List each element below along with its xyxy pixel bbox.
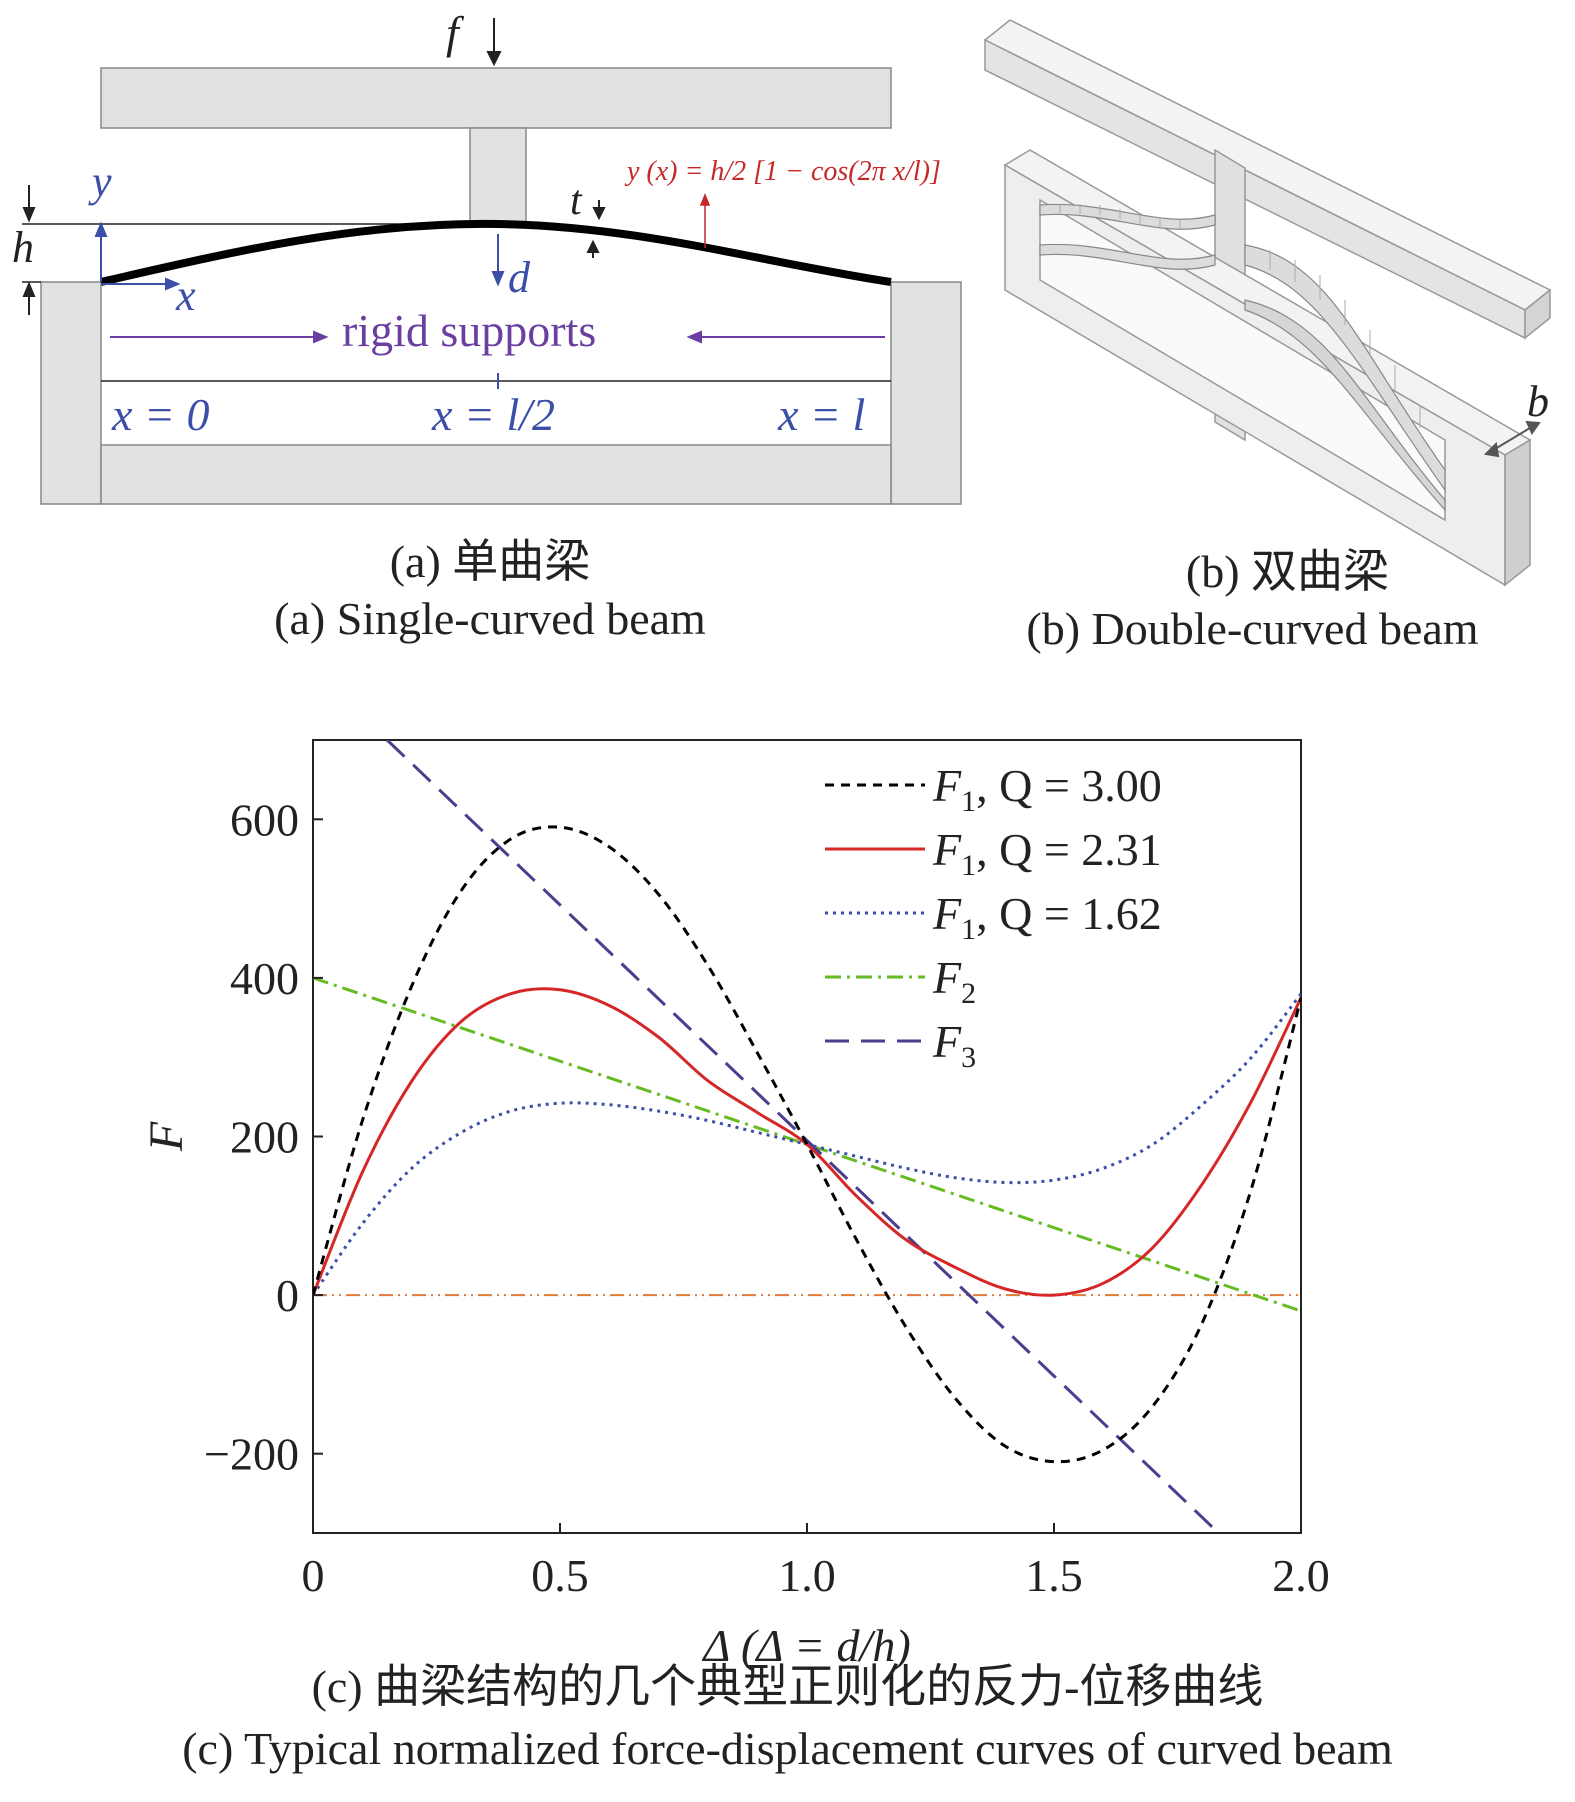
h-label: h — [12, 223, 34, 272]
legend-entry-1: F1, Q = 2.31 — [932, 824, 1162, 882]
caption-b-en: (b) Double-curved beam — [1026, 603, 1479, 654]
y-tick-label: 0 — [276, 1270, 299, 1321]
d-label: d — [508, 253, 531, 302]
caption-c-cn: (c) 曲梁结构的几个典型正则化的反力-位移曲线 — [311, 1661, 1264, 1712]
x-tick-label: 1.0 — [778, 1550, 836, 1601]
legend-entry-3: F2 — [932, 952, 976, 1010]
xl-label: x = l — [777, 389, 865, 440]
b-label: b — [1527, 377, 1549, 426]
x-axis-label: x — [175, 271, 196, 320]
supports-label: rigid supports — [342, 305, 596, 356]
y-tick-label: −200 — [204, 1429, 299, 1480]
top-plate — [100, 67, 892, 129]
x-tick-label: 0.5 — [531, 1550, 589, 1601]
x-tick-label: 2.0 — [1272, 1550, 1330, 1601]
xmid-label: x = l/2 — [431, 389, 555, 440]
y-tick-label: 400 — [230, 953, 299, 1004]
x0-label: x = 0 — [111, 389, 209, 440]
caption-c-en: (c) Typical normalized force-displacemen… — [182, 1723, 1393, 1774]
caption-a-cn: (a) 单曲梁 — [389, 536, 591, 587]
series-line-3 — [313, 976, 1301, 1313]
caption-a-en: (a) Single-curved beam — [274, 593, 706, 644]
legend-entry-4: F3 — [932, 1016, 976, 1074]
base-plate — [100, 444, 892, 505]
curved-beam — [100, 219, 892, 286]
x-tick-label: 1.5 — [1025, 1550, 1083, 1601]
stem — [469, 127, 527, 227]
series-line-4 — [386, 740, 1221, 1533]
legend-entry-0: F1, Q = 3.00 — [932, 760, 1162, 818]
y-tick-label: 200 — [230, 1112, 299, 1163]
beam-equation: y (x) = h/2 [1 − cos(2π x/l)] — [624, 156, 941, 187]
y-axis-label: F — [140, 1121, 193, 1152]
y-axis-label: y — [88, 157, 112, 206]
caption-b-cn: (b) 双曲梁 — [1185, 546, 1390, 597]
left-support — [40, 281, 102, 505]
series-line-1 — [313, 987, 1301, 1297]
right-support — [890, 281, 962, 505]
single-curved-beam-diagram: f y x h t d y (x) = h/2 [1 − cos(2π x/l)… — [12, 7, 962, 505]
y-tick-label: 600 — [230, 794, 299, 845]
x-axis-label: Δ (Δ = d/h) — [701, 1620, 910, 1671]
x-tick-label: 0 — [302, 1550, 325, 1601]
series-line-0 — [313, 825, 1301, 1464]
t-label: t — [570, 178, 583, 224]
legend-entry-2: F1, Q = 1.62 — [932, 888, 1162, 946]
double-curved-beam-diagram: b — [983, 19, 1552, 587]
